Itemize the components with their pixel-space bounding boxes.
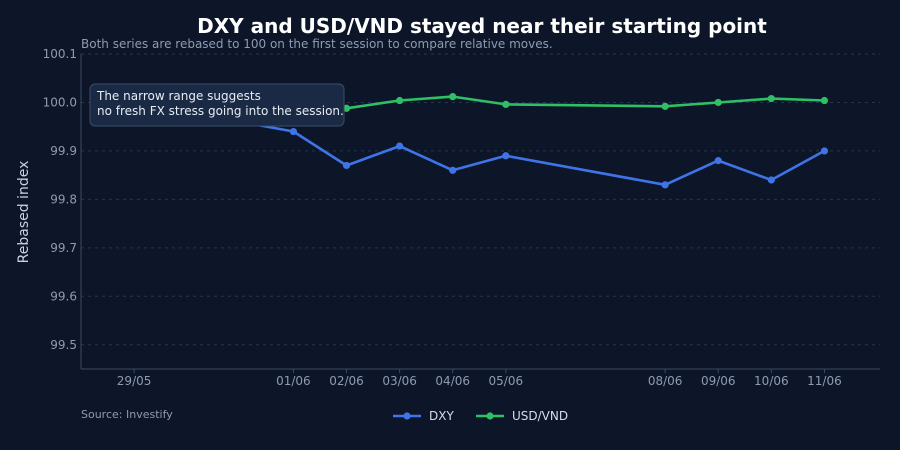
data-point-usd-vnd <box>661 102 669 110</box>
data-point-dxy <box>714 157 722 165</box>
series-line-dxy <box>132 101 826 187</box>
data-point-dxy <box>767 176 775 184</box>
data-point-usd-vnd <box>502 100 510 108</box>
x-tick-labels: 29/05 01/06 02/06 03/06 04/06 05/06 08/06 09/06… <box>117 369 842 388</box>
y-tick-label: 99.8 <box>50 192 77 206</box>
x-tick-label: 01/06 <box>276 374 311 388</box>
chart-subtitle: Both series are rebased to 100 on the fi… <box>81 37 553 51</box>
x-tick-label: 29/05 <box>117 374 152 388</box>
legend-item-usd-vnd: USD/VND <box>476 409 568 423</box>
y-tick-label: 99.9 <box>50 144 77 158</box>
data-point-dxy <box>820 147 829 155</box>
y-tick-label: 99.5 <box>50 338 77 352</box>
annotation-callout: The narrow range suggests no fresh FX st… <box>89 83 345 127</box>
data-point-usd-vnd <box>449 93 457 101</box>
y-axis-label: Rebased index <box>16 161 32 264</box>
source-note: Source: Investify <box>81 408 173 421</box>
y-tick-label: 99.6 <box>50 289 77 303</box>
data-point-usd-vnd <box>342 104 351 112</box>
data-point-dxy <box>502 152 510 160</box>
y-tick-label: 100.1 <box>43 47 77 61</box>
legend: DXY USD/VND <box>393 409 568 423</box>
chart-title: DXY and USD/VND stayed near their starti… <box>197 14 767 38</box>
data-point-dxy <box>661 181 669 189</box>
data-point-dxy <box>289 127 298 136</box>
annotation-line-2: no fresh FX stress going into the sessio… <box>97 104 344 118</box>
legend-label: DXY <box>429 409 454 423</box>
legend-item-dxy: DXY <box>393 409 454 423</box>
legend-swatch-marker <box>486 412 494 420</box>
x-tick-label: 05/06 <box>489 374 524 388</box>
legend-swatch-marker <box>403 412 411 420</box>
data-point-dxy <box>449 166 457 174</box>
data-point-usd-vnd <box>820 96 829 105</box>
x-tick-label: 02/06 <box>329 374 364 388</box>
data-point-usd-vnd <box>396 96 404 105</box>
data-point-dxy <box>396 142 404 150</box>
data-point-usd-vnd <box>767 94 775 103</box>
y-tick-label: 100.0 <box>43 95 77 109</box>
y-tick-labels: 99.5 99.6 99.7 99.8 99.9 100.0 100.1 <box>43 47 77 352</box>
annotation-line-1: The narrow range suggests <box>96 89 261 103</box>
x-tick-label: 09/06 <box>701 374 736 388</box>
data-point-dxy <box>342 161 351 170</box>
axes <box>80 54 880 370</box>
x-tick-label: 04/06 <box>435 374 470 388</box>
x-tick-label: 11/06 <box>807 374 842 388</box>
data-point-usd-vnd <box>714 98 722 107</box>
x-tick-label: 03/06 <box>382 374 417 388</box>
y-tick-label: 99.7 <box>50 241 77 255</box>
legend-label: USD/VND <box>512 409 568 423</box>
x-tick-label: 08/06 <box>648 374 683 388</box>
annotation-box <box>89 83 345 127</box>
x-tick-label: 10/06 <box>754 374 789 388</box>
